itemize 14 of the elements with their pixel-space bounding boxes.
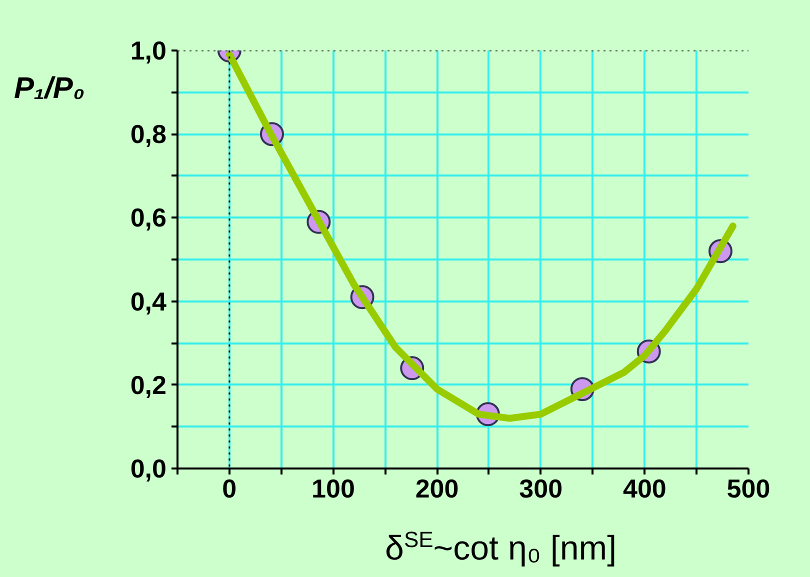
y-axis-title: P₁/P₀ xyxy=(14,71,85,107)
x-tick-label: 100 xyxy=(312,474,355,504)
x-tick-label: 0 xyxy=(222,474,237,504)
x-tick-label: 200 xyxy=(415,474,459,504)
y-tick-label: 0,6 xyxy=(130,202,167,233)
x-tick-label: 500 xyxy=(726,474,770,504)
y-tick-label: 0,0 xyxy=(130,454,167,484)
x-tick-label: 400 xyxy=(622,474,666,504)
x-tick-label: 300 xyxy=(519,474,563,504)
y-tick-label: 0,4 xyxy=(130,286,168,316)
y-tick-label: 1,0 xyxy=(130,36,167,66)
y-tick-label: 0,2 xyxy=(130,370,167,400)
x-axis-title: δ$^{SE}$~cot η₀ [nm] xyxy=(385,526,617,568)
y-tick-label: 0,8 xyxy=(130,119,167,150)
